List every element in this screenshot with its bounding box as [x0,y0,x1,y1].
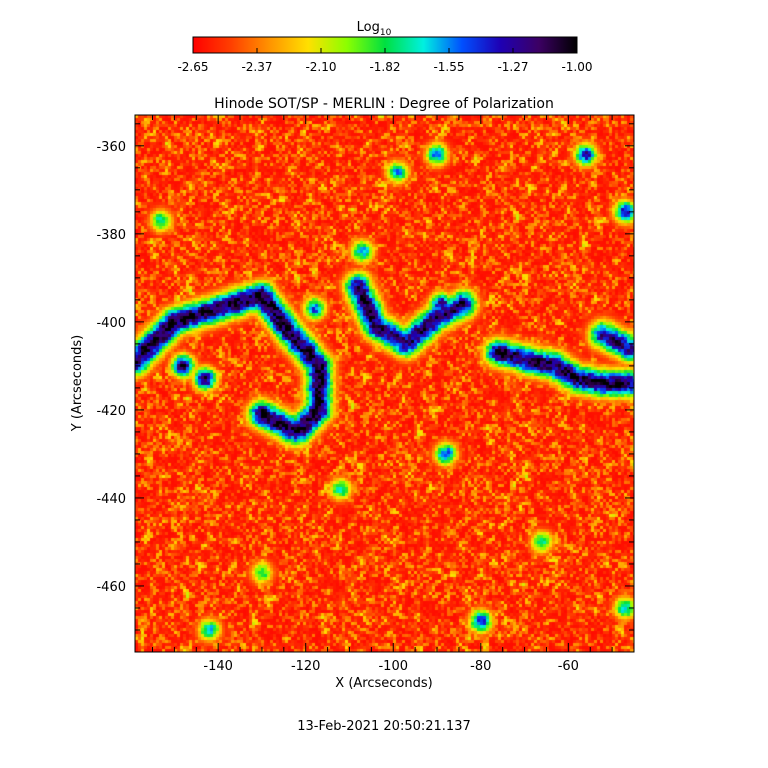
x-tick-label: -80 [470,659,491,674]
colorbar-tick-label: -1.00 [561,60,592,74]
y-tick-label: -360 [96,140,126,155]
colorbar-tick-label: -2.65 [177,60,208,74]
colorbar-tick-label: -1.27 [497,60,528,74]
x-axis-label: X (Arcseconds) [335,676,432,691]
y-axis: -360 -380 -400 -420 -440 -460 [96,123,634,653]
colorbar-tick-label: -2.37 [241,60,272,74]
heatmap-image [135,115,634,652]
x-tick-label: -60 [558,659,579,674]
colorbar-tick-label: -1.55 [433,60,464,74]
y-tick-label: -380 [96,228,126,243]
y-axis-label: Y (Arcseconds) [70,335,85,432]
colorbar-ticks: -2.65 -2.37 -2.10 -1.82 -1.55 -1.27 -1.00 [177,48,593,74]
x-axis: -140 -120 -100 -80 -60 [152,115,635,674]
x-tick-label: -100 [378,659,408,674]
x-tick-label: -120 [291,659,321,674]
colorbar-tick-label: -2.10 [305,60,336,74]
colorbar-label: Log10 [357,20,392,38]
y-tick-label: -440 [96,492,126,507]
heatmap-area [135,115,634,652]
colorbar-tick-label: -1.82 [369,60,400,74]
y-tick-label: -400 [96,316,126,331]
chart-title: Hinode SOT/SP - MERLIN : Degree of Polar… [214,96,554,112]
y-tick-label: -460 [96,580,126,595]
y-tick-label: -420 [96,404,126,419]
x-tick-label: -140 [203,659,233,674]
timestamp: 13-Feb-2021 20:50:21.137 [297,719,471,734]
plot-frame [134,114,635,653]
